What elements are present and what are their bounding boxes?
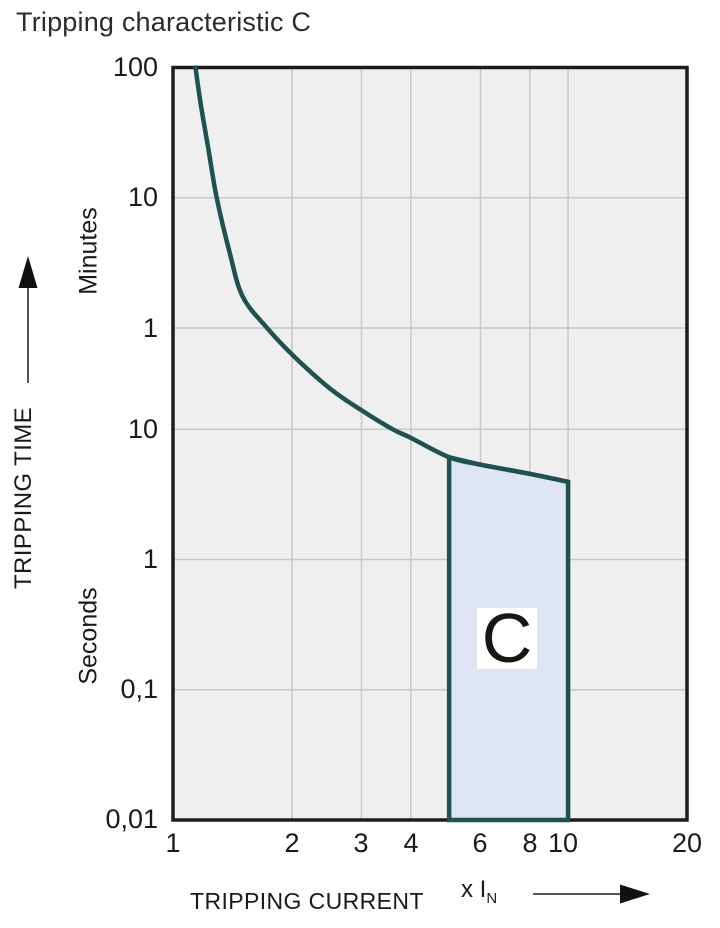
x-unit-prefix: x I (461, 876, 487, 903)
x-tick-3: 3 (353, 828, 369, 858)
y-tick-1s: 1 (142, 544, 158, 574)
y-tick-001s: 0,01 (105, 804, 158, 834)
x-tick-8: 8 (522, 828, 538, 858)
x-axis-arrow-icon (533, 884, 650, 904)
tripping-curve (193, 65, 571, 485)
y-axis-title: TRIPPING TIME (10, 406, 37, 590)
y-axis-arrow-icon (18, 256, 38, 383)
gridlines (173, 67, 687, 820)
x-axis-title: TRIPPING CURRENT (190, 888, 424, 914)
x-axis-unit-label: x IN (461, 876, 498, 907)
y-unit-seconds-label: Seconds (74, 587, 103, 685)
page-title: Tripping characteristic C (16, 7, 312, 37)
plot-border (171, 65, 689, 822)
x-tick-2: 2 (284, 828, 300, 858)
trip-zone-label: C (477, 603, 537, 673)
y-unit-minutes-label: Minutes (74, 207, 103, 295)
x-tick-10: 10 (547, 828, 579, 858)
y-tick-100min: 100 (112, 52, 158, 82)
y-tick-10min: 10 (127, 182, 158, 212)
y-tick-1min: 1 (142, 313, 158, 343)
y-tick-10s: 10 (127, 414, 158, 444)
x-unit-subscript: N (486, 889, 498, 907)
x-tick-20: 20 (671, 828, 703, 858)
y-tick-01s: 0,1 (120, 674, 158, 704)
x-tick-6: 6 (472, 828, 488, 858)
x-tick-4: 4 (403, 828, 419, 858)
x-tick-1: 1 (165, 828, 181, 858)
plot-background (173, 67, 687, 820)
